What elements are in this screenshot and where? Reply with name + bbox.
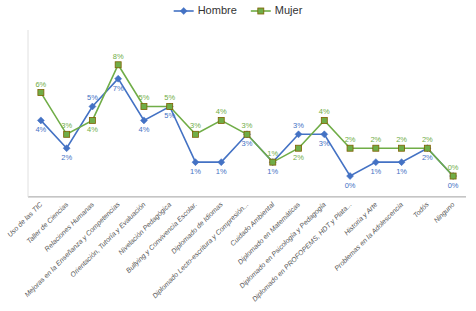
legend-marker [180, 8, 187, 15]
marker [373, 145, 379, 151]
legend-label: Mujer [275, 4, 303, 16]
data-label: 5% [164, 111, 175, 120]
data-label: 4% [319, 107, 330, 116]
data-label: 1% [216, 167, 227, 176]
data-labels: 4% 6% 2% 3% 5% 4% 7% 8% 4% 5% 5% 5% 1% 3% 1% 4% 3% 3% 1% 1%… [35, 52, 458, 190]
x-tick-label: Mejoras en la Enseñanza y Competencias [23, 200, 122, 299]
data-label: 2% [370, 135, 381, 144]
x-tick-labels: Uso de las TICTaller de CienciasRelacion… [6, 200, 457, 303]
x-tick-label: Problemas en la Adolescencia [333, 201, 404, 272]
data-label: 4% [216, 107, 227, 116]
y-range-line [28, 30, 29, 197]
data-label: 3% [319, 139, 330, 148]
x-tick-label: Ninguno [432, 201, 456, 225]
marker [89, 117, 95, 123]
legend-item: Hombre [174, 4, 237, 16]
data-label: 5% [164, 93, 175, 102]
marker [347, 145, 353, 151]
marker [115, 62, 121, 68]
marker [89, 103, 96, 110]
plot-area [37, 62, 456, 180]
marker [398, 159, 405, 166]
marker [399, 145, 405, 151]
data-label: 7% [113, 84, 124, 93]
data-label: 1% [396, 167, 407, 176]
data-label: 3% [242, 139, 253, 148]
data-label: 2% [61, 153, 72, 162]
data-label: 2% [422, 135, 433, 144]
data-label: 0% [345, 181, 356, 190]
marker [244, 131, 251, 138]
data-label: 1% [190, 167, 201, 176]
marker [63, 145, 70, 152]
marker [424, 145, 431, 152]
data-label: 3% [61, 121, 72, 130]
marker [115, 75, 122, 82]
marker [424, 145, 430, 151]
marker [270, 159, 276, 165]
marker [372, 159, 379, 166]
data-label: 5% [87, 93, 98, 102]
marker [218, 117, 224, 123]
data-label: 6% [35, 80, 46, 89]
marker [166, 103, 173, 110]
data-label: 4% [87, 125, 98, 134]
marker [321, 131, 328, 138]
data-label: 1% [370, 167, 381, 176]
x-tick-label: Diplomado Lecto-escritura y Compresión..… [151, 201, 251, 301]
data-label: 4% [35, 125, 46, 134]
marker [296, 145, 302, 151]
series-line [41, 79, 453, 176]
x-tick-label: Diplomado en Psicología y Pedagogía [238, 201, 328, 291]
marker [321, 117, 327, 123]
chart-container: Uso de las TICTaller de CienciasRelacion… [0, 0, 476, 311]
marker [450, 173, 456, 179]
data-label: 4% [139, 125, 150, 134]
x-tick-label: Relaciones Humanas [43, 200, 95, 252]
marker [141, 103, 147, 109]
data-label: 3% [293, 121, 304, 130]
x-tick-label: Diplomado en PROFOPEMS, HDT y Plata... [251, 201, 354, 304]
marker [38, 90, 44, 96]
marker [244, 131, 250, 137]
marker [64, 131, 70, 137]
series-line [41, 65, 453, 176]
x-tick-label: Taller de Ciencias [25, 200, 69, 244]
marker [269, 159, 276, 166]
data-label: 1% [267, 167, 278, 176]
data-label: 2% [422, 153, 433, 162]
data-label: 1% [267, 149, 278, 158]
data-label: 3% [242, 121, 253, 130]
marker [37, 117, 44, 124]
marker [450, 173, 457, 180]
x-tick-label: Cuidado Ambiental [229, 200, 276, 247]
legend-label: Hombre [198, 4, 237, 16]
data-label: 3% [190, 121, 201, 130]
marker [347, 173, 354, 180]
data-label: 2% [396, 135, 407, 144]
chart: Uso de las TICTaller de CienciasRelacion… [0, 0, 476, 311]
data-label: 5% [139, 93, 150, 102]
marker [218, 159, 225, 166]
legend: Hombre Mujer [174, 4, 303, 16]
x-tick-label: Todós [412, 200, 431, 219]
marker [140, 117, 147, 124]
data-label: 2% [293, 153, 304, 162]
data-label: 0% [448, 163, 459, 172]
marker [295, 131, 302, 138]
data-label: 2% [345, 135, 356, 144]
legend-marker [258, 8, 264, 14]
marker [192, 159, 199, 166]
marker [192, 131, 198, 137]
marker [167, 103, 173, 109]
data-label: 8% [113, 52, 124, 61]
data-label: 0% [448, 181, 459, 190]
legend-item: Mujer [251, 4, 303, 16]
x-axis-line [28, 196, 466, 197]
